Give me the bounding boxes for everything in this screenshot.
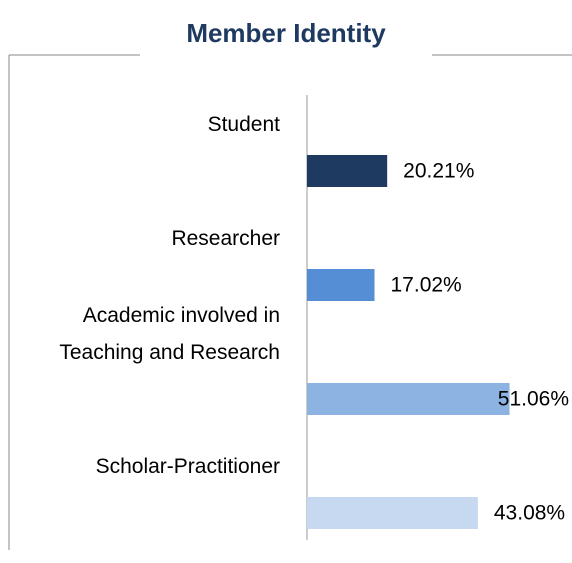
category-label: Academic involved in Teaching and Resear… [59, 304, 280, 364]
data-label: 51.06% [498, 388, 569, 411]
chart-title: Member Identity [186, 18, 386, 48]
bar [307, 155, 388, 187]
title-bg [140, 15, 432, 60]
bar [307, 497, 478, 529]
data-label: 43.08% [494, 502, 565, 525]
data-label: 20.21% [403, 160, 474, 183]
bar [307, 383, 510, 415]
category-label: Researcher [171, 227, 280, 250]
bar [307, 269, 375, 301]
category-label: Scholar-Practitioner [95, 455, 280, 478]
category-label: Student [207, 113, 280, 136]
data-label: 17.02% [391, 274, 462, 297]
